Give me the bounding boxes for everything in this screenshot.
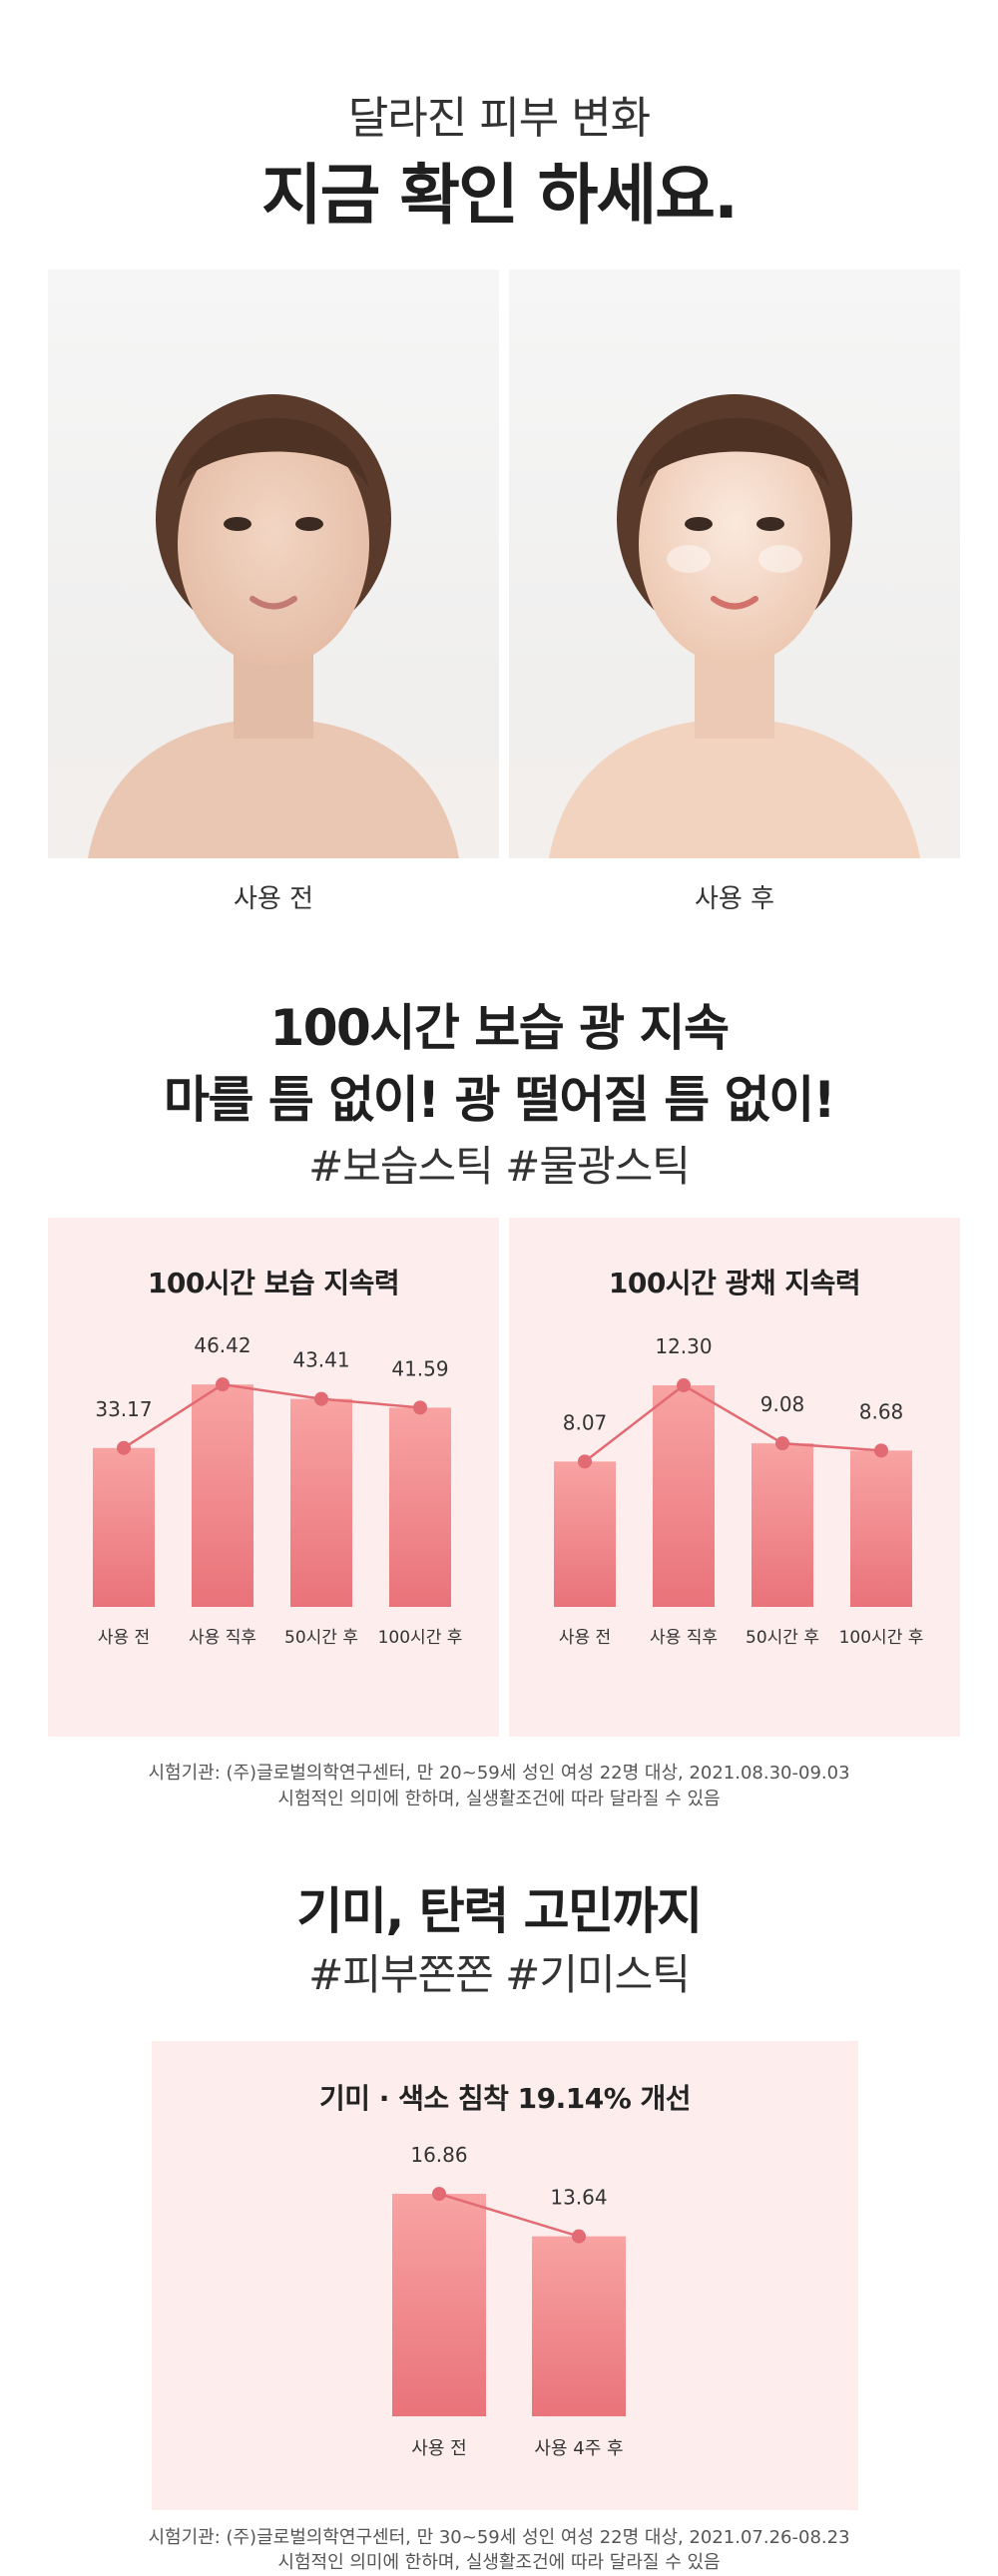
- category-label: 사용 전: [98, 1628, 150, 1648]
- before-photo: [48, 269, 499, 858]
- data-label: 8.68: [859, 1399, 904, 1423]
- trend-point: [775, 1436, 789, 1451]
- data-label: 46.42: [194, 1333, 250, 1357]
- category-label: 사용 전: [559, 1628, 611, 1648]
- pigmentation-chart: 16.86 사용 전 13.64 사용 4주 후: [392, 2143, 626, 2459]
- data-label: 41.59: [391, 1356, 448, 1380]
- trend-line: [123, 1382, 421, 1449]
- chart-title: 기미 · 색소 침착 19.14% 개선: [318, 2082, 692, 2115]
- trend-point: [572, 2229, 586, 2244]
- section1-hashtags: #보습스틱 #물광스틱: [308, 1142, 691, 1191]
- category-label: 사용 전: [411, 2438, 466, 2459]
- before-portrait-illustration: [88, 394, 459, 858]
- bar: [290, 1398, 352, 1607]
- bar: [653, 1385, 715, 1607]
- moisture-chart: 33.17 사용 전 46.42 사용 직후 43.41 50시간 후 41.59 100시간…: [93, 1333, 463, 1648]
- data-label: 43.41: [292, 1348, 349, 1372]
- trend-line: [438, 2192, 580, 2238]
- trend-point: [216, 1377, 230, 1392]
- chart-title: 100시간 광채 지속력: [608, 1267, 861, 1299]
- bar: [192, 1384, 253, 1607]
- chart-panel-moisture: 100시간 보습 지속력 33.17 사용 전 46.42 사용 직후 43.41 50시…: [48, 1218, 499, 1737]
- category-label: 사용 4주 후: [534, 2438, 623, 2459]
- chart-panel-pigmentation: 기미 · 색소 침착 19.14% 개선 16.86 사용 전 13.64 사용 4주…: [152, 2041, 858, 2510]
- data-label: 12.30: [655, 1334, 712, 1358]
- category-label: 사용 직후: [650, 1628, 718, 1648]
- bar: [532, 2236, 626, 2416]
- chart-panel-radiance: 100시간 광채 지속력 8.07 사용 전 12.30 사용 직후 9.08 50시간 …: [509, 1218, 960, 1737]
- bar: [93, 1447, 155, 1607]
- trend-point: [117, 1440, 131, 1455]
- test-note-line1: 시험기관: (주)글로벌의학연구센터, 만 20~59세 성인 여성 22명 대…: [148, 1763, 850, 1784]
- after-label: 사용 후: [694, 884, 775, 914]
- category-label: 50시간 후: [746, 1628, 819, 1648]
- bar: [850, 1450, 912, 1607]
- bar: [392, 2194, 486, 2416]
- category-label: 100시간 후: [378, 1628, 463, 1648]
- data-label: 16.86: [410, 2143, 467, 2167]
- trend-line: [584, 1383, 882, 1463]
- category-label: 100시간 후: [839, 1628, 924, 1648]
- page-title: 지금 확인 하세요.: [260, 157, 739, 234]
- bar: [389, 1407, 451, 1607]
- page-subtitle: 달라진 피부 변화: [347, 93, 651, 144]
- data-label: 8.07: [563, 1410, 608, 1434]
- section2-hashtags: #피부쫀쫀 #기미스틱: [308, 1950, 691, 1999]
- trend-point: [413, 1400, 427, 1415]
- category-label: 사용 직후: [189, 1628, 256, 1648]
- test-note-line2: 시험적인 의미에 한하며, 실생활조건에 따라 달라질 수 있음: [277, 2552, 721, 2573]
- after-photo: [509, 269, 960, 858]
- section2-heading: 기미, 탄력 고민까지: [296, 1882, 703, 1940]
- bar: [554, 1461, 616, 1607]
- trend-point: [432, 2187, 446, 2202]
- section1-heading-line1: 100시간 보습 광 지속: [269, 999, 730, 1057]
- trend-point: [874, 1443, 888, 1458]
- trend-point: [578, 1454, 592, 1469]
- trend-point: [677, 1378, 691, 1393]
- data-label: 13.64: [550, 2186, 607, 2210]
- test-note-line1: 시험기관: (주)글로벌의학연구센터, 만 30~59세 성인 여성 22명 대…: [148, 2527, 850, 2548]
- section1-heading-line2: 마를 틈 없이! 광 떨어질 틈 없이!: [163, 1071, 836, 1129]
- after-portrait-illustration: [549, 394, 920, 858]
- data-label: 33.17: [95, 1397, 152, 1421]
- trend-point: [314, 1391, 328, 1406]
- before-label: 사용 전: [233, 884, 314, 914]
- data-label: 9.08: [760, 1392, 805, 1416]
- bar: [751, 1443, 813, 1607]
- category-label: 50시간 후: [284, 1628, 358, 1648]
- chart-title: 100시간 보습 지속력: [147, 1267, 400, 1299]
- test-note-line2: 시험적인 의미에 한하며, 실생활조건에 따라 달라질 수 있음: [277, 1789, 721, 1809]
- radiance-chart: 8.07 사용 전 12.30 사용 직후 9.08 50시간 후 8.68 100시간 후: [554, 1334, 924, 1648]
